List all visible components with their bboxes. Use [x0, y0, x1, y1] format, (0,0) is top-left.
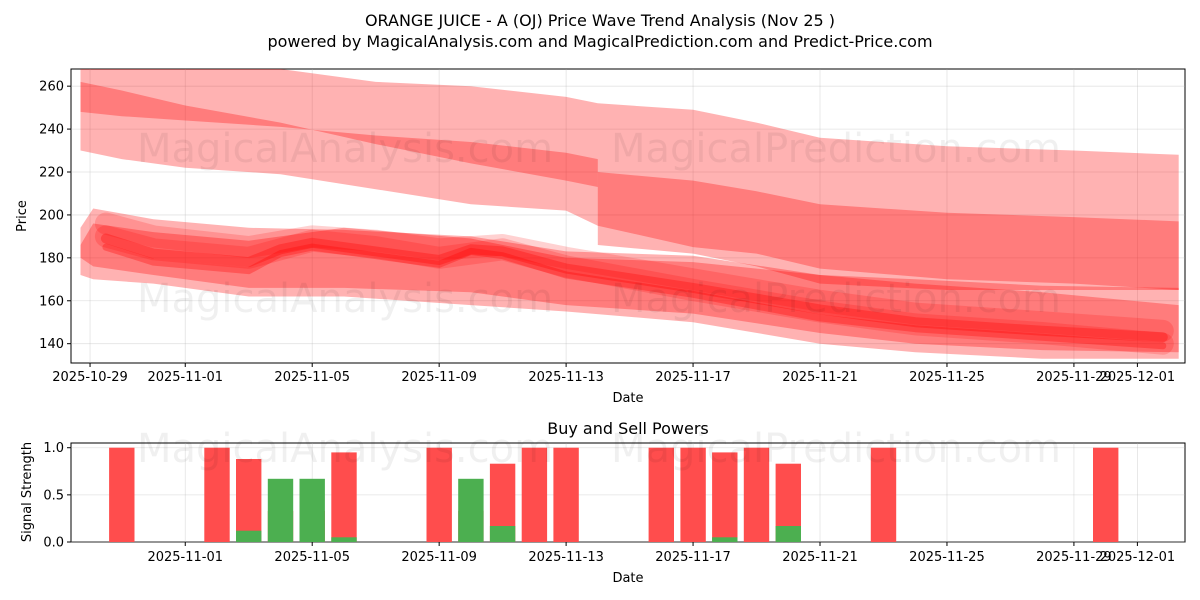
power-y-tick-label: 0.5 [43, 488, 64, 503]
price-band-upper-band-lower [597, 172, 1179, 290]
sell-power-bar [236, 459, 262, 542]
price-watermarks: MagicalAnalysis.com MagicalPrediction.com… [137, 126, 1061, 322]
sell-power-bar [331, 452, 357, 542]
power-plot-frame [70, 442, 1186, 543]
price-x-tick-label: 2025-11-29 [1036, 370, 1112, 385]
price-wave-lines [100, 233, 1168, 350]
power-chart-panel: Buy and Sell Powers MagicalAnalysis.com M… [20, 419, 1186, 586]
sell-power-bar [1093, 447, 1119, 542]
price-x-tick-label: 2025-11-21 [782, 370, 858, 385]
price-grid [71, 69, 1185, 363]
power-x-tick-label: 2025-11-01 [147, 550, 223, 565]
price-band-upper-wide-band [80, 69, 1179, 290]
power-x-ticks: 2025-11-01 2025-11-05 2025-11-09 2025-11-13… [147, 542, 1175, 565]
power-x-tick-label: 2025-11-29 [1036, 550, 1112, 565]
price-x-tick-label: 2025-11-01 [147, 370, 223, 385]
buy-power-bar [236, 530, 262, 542]
price-wave-bands [80, 69, 1179, 359]
buy-power-bar [775, 526, 801, 542]
sell-power-bar [743, 447, 770, 542]
main-subtitle: powered by MagicalAnalysis.com and Magic… [267, 32, 932, 51]
sell-power-bar [521, 447, 548, 542]
price-band-lower-band-4 [94, 225, 1174, 355]
power-x-tick-label: 2025-11-21 [782, 550, 858, 565]
sell-power-bar [680, 447, 706, 542]
price-band-lower-wide-band [80, 208, 1179, 359]
price-y-tick-label: 160 [39, 294, 64, 309]
buy-power-bar [331, 537, 357, 542]
buy-power-bar [299, 478, 325, 542]
watermark-text: MagicalPrediction.com [611, 276, 1061, 322]
watermark-text: MagicalAnalysis.com [137, 426, 553, 472]
price-x-tick-label: 2025-10-29 [52, 370, 128, 385]
buy-power-bar [489, 526, 516, 542]
sell-power-bar [648, 447, 674, 542]
price-band-lower-band-3 [94, 212, 1174, 342]
price-y-tick-label: 140 [39, 337, 64, 352]
watermark-text: MagicalPrediction.com [611, 426, 1061, 472]
power-chart-title: Buy and Sell Powers [547, 419, 709, 438]
price-y-tick-label: 240 [39, 123, 64, 138]
price-x-tick-label: 2025-11-13 [528, 370, 604, 385]
buy-power-bar [458, 478, 484, 542]
price-y-tick-label: 220 [39, 166, 64, 181]
sell-power-bar [426, 447, 452, 542]
watermark-text: MagicalAnalysis.com [137, 276, 553, 322]
sell-power-bar [204, 447, 230, 542]
price-y-tick-label: 180 [39, 251, 64, 266]
power-x-tick-label: 2025-11-09 [401, 550, 477, 565]
power-y-tick-label: 0.0 [43, 536, 64, 551]
main-title: ORANGE JUICE - A (OJ) Price Wave Trend A… [365, 11, 835, 30]
power-x-tick-label: 2025-11-17 [655, 550, 731, 565]
sell-power-bar [870, 447, 897, 542]
price-y-tick-label: 200 [39, 208, 64, 223]
power-y-axis-title: Signal Strength [20, 442, 35, 542]
price-x-ticks: 2025-10-29 2025-11-01 2025-11-05 2025-11-09… [52, 363, 1175, 385]
power-watermarks: MagicalAnalysis.com MagicalPrediction.com [137, 426, 1061, 472]
price-band-lower-band-2 [80, 223, 1179, 353]
power-x-tick-label: 2025-11-25 [909, 550, 985, 565]
price-x-tick-label: 2025-12-01 [1100, 370, 1176, 385]
price-y-axis-title: Price [15, 200, 30, 232]
buy-power-bar [267, 478, 294, 542]
power-x-tick-label: 2025-12-01 [1100, 550, 1176, 565]
power-bars [109, 447, 1119, 542]
price-wave-line-2 [102, 243, 1167, 350]
sell-power-bar [712, 452, 738, 542]
price-chart-panel: MagicalAnalysis.com MagicalPrediction.com… [15, 68, 1186, 406]
price-y-ticks: 140 160 180 200 220 240 260 [39, 80, 71, 352]
power-y-ticks: 0.0 0.5 1.0 [43, 441, 71, 551]
power-y-tick-label: 1.0 [43, 441, 64, 456]
power-x-tick-label: 2025-11-05 [274, 550, 350, 565]
price-y-tick-label: 260 [39, 80, 64, 95]
price-x-tick-label: 2025-11-25 [909, 370, 985, 385]
price-x-tick-label: 2025-11-09 [401, 370, 477, 385]
price-plot-frame [70, 68, 1186, 364]
sell-power-bar [553, 447, 579, 542]
price-x-tick-label: 2025-11-17 [655, 370, 731, 385]
price-x-axis-title: Date [612, 391, 643, 406]
price-band-upper-band-mid [80, 81, 598, 187]
price-wave-line-1 [100, 233, 1168, 343]
sell-power-bar [109, 447, 135, 542]
buy-power-bar [712, 537, 738, 542]
power-x-tick-label: 2025-11-13 [528, 550, 604, 565]
watermark-text: MagicalPrediction.com [611, 126, 1061, 172]
power-x-axis-title: Date [612, 571, 643, 586]
price-x-tick-label: 2025-11-05 [274, 370, 350, 385]
watermark-text: MagicalAnalysis.com [137, 126, 553, 172]
